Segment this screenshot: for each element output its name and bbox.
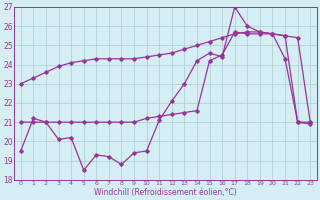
X-axis label: Windchill (Refroidissement éolien,°C): Windchill (Refroidissement éolien,°C): [94, 188, 237, 197]
